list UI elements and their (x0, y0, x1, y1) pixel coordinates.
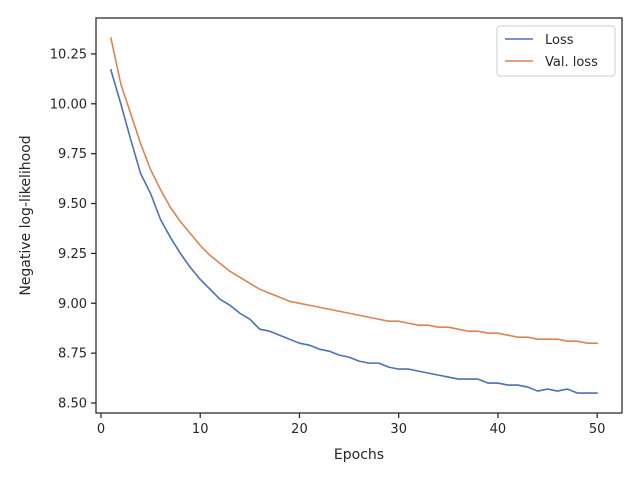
series-line-val-loss (110, 37, 598, 344)
y-axis-label: Negative log-likelihood (18, 135, 34, 295)
y-axis-ticks: 8.50 8.75 9.00 9.25 9.50 9.75 10.00 10.25 (50, 47, 96, 412)
legend-label-loss: Loss (545, 33, 574, 48)
x-axis-label: Epochs (334, 447, 384, 463)
series-line-loss (110, 69, 598, 394)
y-tick-label: 9.75 (58, 147, 87, 162)
y-tick-label: 9.25 (58, 247, 87, 262)
plot-area (95, 17, 623, 414)
x-tick-label: 30 (390, 422, 407, 437)
legend-label-val-loss: Val. loss (545, 55, 598, 70)
y-tick-label: 10.25 (50, 47, 87, 62)
y-tick-label: 9.50 (58, 197, 87, 212)
x-tick-label: 10 (192, 422, 209, 437)
y-tick-label: 8.50 (58, 397, 87, 412)
y-tick-label: 10.00 (50, 97, 87, 112)
legend: Loss Val. loss (496, 25, 616, 77)
x-tick-label: 20 (291, 422, 308, 437)
x-tick-label: 40 (490, 422, 507, 437)
y-tick-label: 8.75 (58, 347, 87, 362)
series-lines (110, 37, 598, 394)
x-axis-ticks: 0 10 20 30 40 50 (97, 413, 606, 437)
x-tick-label: 50 (589, 422, 606, 437)
y-tick-label: 9.00 (58, 297, 87, 312)
x-tick-label: 0 (97, 422, 105, 437)
